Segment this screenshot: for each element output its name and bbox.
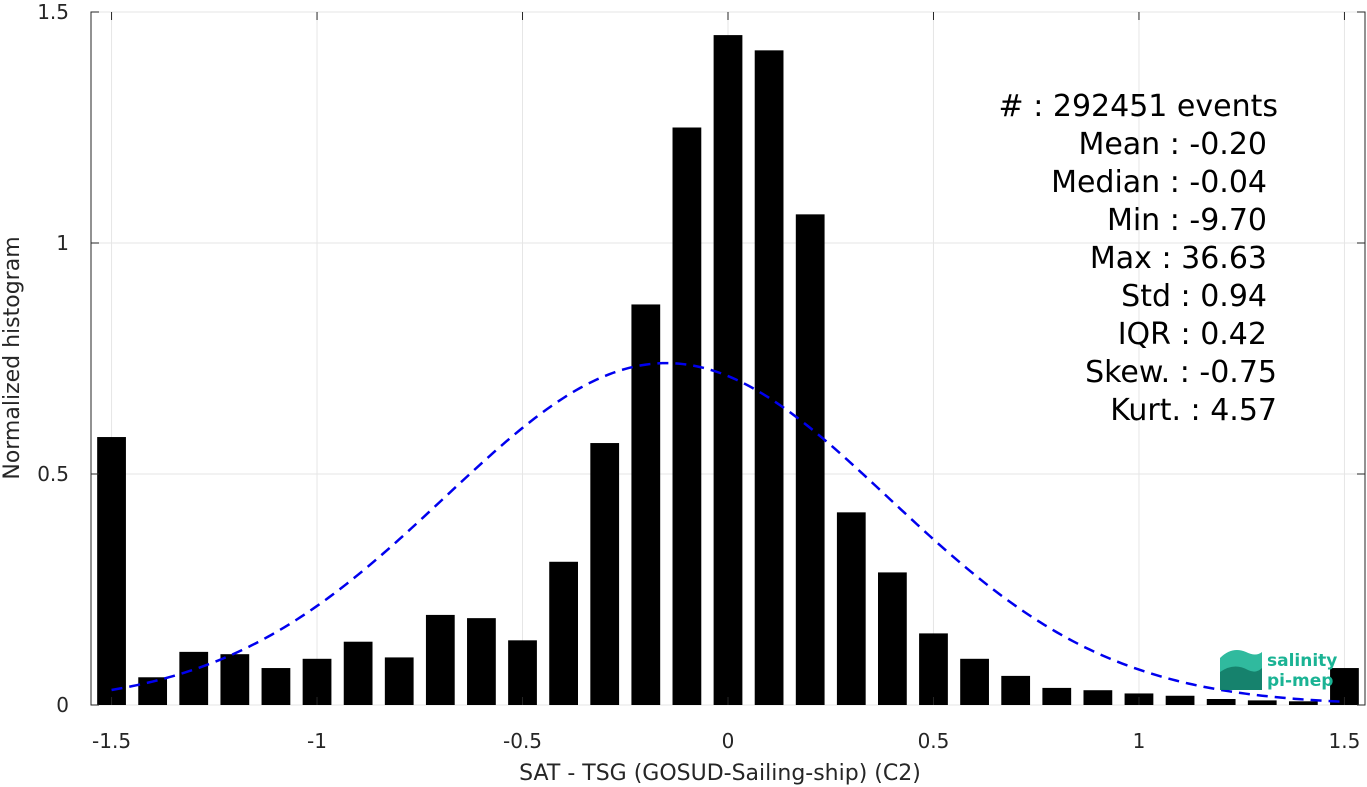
- histogram-bar: [179, 651, 209, 705]
- y-tick-label: 0.5: [37, 462, 69, 486]
- histogram-bar: [220, 654, 250, 705]
- histogram-bar: [836, 512, 866, 705]
- histogram-bar: [97, 437, 126, 705]
- histogram-bar: [343, 641, 373, 705]
- histogram-bar: [590, 443, 620, 705]
- histogram-bar: [425, 614, 455, 705]
- histogram-bar: [1165, 695, 1195, 705]
- x-tick-label: 0: [722, 729, 735, 753]
- y-tick-label: 0: [56, 693, 69, 717]
- histogram-bar: [384, 657, 414, 705]
- x-tick-label: 1: [1133, 729, 1146, 753]
- histogram-bar: [1247, 700, 1277, 705]
- bars: [97, 35, 1359, 706]
- histogram-bar: [960, 658, 989, 705]
- stats-max: Max : 36.63: [1090, 241, 1267, 276]
- histogram-bar: [754, 50, 784, 705]
- logo-line2: pi-mep: [1267, 671, 1333, 691]
- y-tick-label: 1: [56, 231, 69, 255]
- histogram-bar: [672, 127, 702, 705]
- stats-std: Std : 0.94: [1121, 279, 1267, 314]
- histogram-bar: [467, 618, 496, 705]
- axis-ticks: -1.5 -1 -0.5 0 0.5 1 1.5 0 0.5 1 1.5: [37, 0, 1365, 753]
- x-tick-label: 1.5: [1329, 729, 1361, 753]
- stats-skew: Skew. : -0.75: [1085, 355, 1277, 390]
- x-tick-label: -0.5: [503, 729, 542, 753]
- stats-kurt: Kurt. : 4.57: [1110, 393, 1277, 428]
- histogram-bar: [878, 572, 907, 705]
- stats-min: Min : -9.70: [1107, 203, 1267, 238]
- histogram-bar: [1206, 698, 1236, 705]
- stats-iqr: IQR : 0.42: [1118, 317, 1267, 352]
- x-tick-label: 0.5: [918, 729, 950, 753]
- histogram-bar: [919, 633, 948, 705]
- histogram-bar: [713, 35, 743, 706]
- y-axis-label: Normalized histogram: [0, 236, 25, 479]
- histogram-bar: [508, 640, 537, 705]
- y-tick-label: 1.5: [37, 0, 69, 24]
- stats-events: # : 292451 events: [999, 89, 1278, 124]
- logo-wave-shade: [1220, 666, 1262, 690]
- stats-box: # : 292451 events Mean : -0.20 Median : …: [999, 89, 1278, 428]
- salinity-pimep-logo: salinity pi-mep: [1220, 650, 1337, 691]
- stats-mean: Mean : -0.20: [1078, 127, 1267, 162]
- histogram-bar: [261, 668, 291, 705]
- x-tick-label: -1.5: [92, 729, 131, 753]
- logo-line1: salinity: [1267, 651, 1337, 671]
- histogram-bar: [795, 214, 825, 705]
- histogram-bar: [631, 304, 661, 705]
- x-axis-label: SAT - TSG (GOSUD-Sailing-ship) (C2): [519, 761, 921, 786]
- histogram-bar: [1288, 701, 1318, 705]
- normal-fit-curve: [111, 361, 1345, 704]
- histogram-bar: [549, 561, 578, 705]
- x-tick-label: -1: [307, 729, 327, 753]
- histogram-bar: [1042, 687, 1072, 705]
- stats-median: Median : -0.04: [1051, 165, 1267, 200]
- histogram-bar: [1001, 675, 1031, 705]
- histogram-bar: [1083, 690, 1113, 705]
